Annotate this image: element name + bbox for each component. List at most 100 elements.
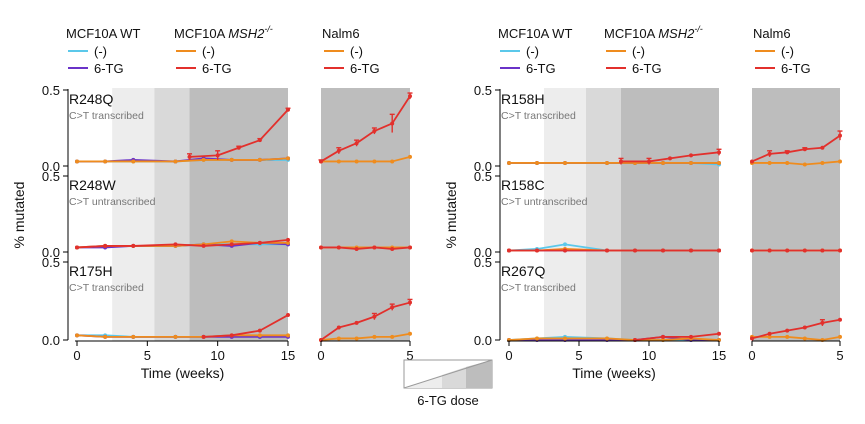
- nalm6-data-point-msh2_6tg: [785, 248, 790, 253]
- mcf10a-data-point-msh2_6tg: [286, 237, 290, 242]
- mcf10a-data-point-msh2_6tg: [717, 248, 721, 253]
- panel-title: R175H: [69, 263, 113, 279]
- nalm6-series-msh2_ctrl: [321, 156, 411, 163]
- x-tick-label: 0: [505, 348, 512, 363]
- mcf10a-data-point-msh2_ctrl: [131, 159, 136, 164]
- nalm6-data-point-msh2_6tg: [372, 245, 377, 250]
- legend-item-label: 6-TG: [781, 61, 811, 76]
- mcf10a-data-point-msh2_6tg: [633, 248, 637, 253]
- panel-title: R248Q: [69, 91, 113, 107]
- nalm6-data-point-msh2_ctrl: [767, 334, 772, 339]
- nalm6-series-msh2_6tg: [320, 301, 411, 341]
- nalm6-series-msh2_6tg: [320, 95, 411, 163]
- dose-shading-period-1: [112, 88, 155, 341]
- x-axis-label: Time (weeks): [141, 365, 225, 381]
- mcf10a-data-point-msh2_ctrl: [286, 333, 290, 338]
- nalm6-data-point-msh2_6tg: [820, 320, 825, 325]
- panel-title: R158H: [501, 91, 545, 107]
- mcf10a-data-point-msh2_ctrl: [173, 159, 178, 164]
- nalm6-series-msh2_ctrl: [752, 335, 841, 341]
- mcf10a-data-point-msh2_ctrl: [605, 336, 609, 341]
- x-tick-label: 5: [144, 348, 151, 363]
- nalm6-data-point-msh2_ctrl: [354, 336, 359, 341]
- mcf10a-data-point-msh2_6tg: [201, 334, 206, 339]
- mcf10a-data-point-msh2_ctrl: [173, 334, 178, 339]
- nalm6-data-point-msh2_6tg: [785, 328, 790, 333]
- nalm6-series-msh2_6tg: [751, 318, 841, 340]
- legend-item-label: (-): [632, 44, 645, 59]
- mcf10a-data-point-msh2_6tg: [257, 328, 262, 333]
- y-tick-label: 0.0: [42, 333, 60, 348]
- nalm6-data-point-msh2_ctrl: [767, 160, 772, 165]
- nalm6-data-point-msh2_6tg: [319, 159, 323, 164]
- panel-subtitle: C>T untranscribed: [69, 196, 156, 208]
- mcf10a-series-msh2_6tg: [634, 332, 720, 341]
- y-tick-label: 0.5: [42, 83, 60, 98]
- mcf10a-data-point-msh2_ctrl: [605, 160, 609, 165]
- mcf10a-data-point-msh2_ctrl: [661, 160, 665, 165]
- mcf10a-data-point-msh2_6tg: [563, 248, 567, 253]
- nalm6-series-msh2_ctrl: [752, 160, 841, 166]
- legend-group-title: MCF10A WT: [66, 26, 140, 41]
- legend-item-label: 6-TG: [202, 61, 232, 76]
- mcf10a-data-point-msh2_6tg: [619, 159, 623, 164]
- nalm6-data-point-msh2_6tg: [750, 248, 754, 253]
- legend-item-label: (-): [350, 44, 363, 59]
- dose-shading-period-1: [544, 88, 586, 341]
- nalm6-data-point-msh2_6tg: [390, 246, 395, 251]
- y-tick-label: 0.5: [474, 255, 492, 270]
- nalm6-series-msh2_ctrl: [320, 332, 411, 341]
- mcf10a-series-msh2_6tg: [76, 238, 289, 249]
- x-tick-label: 10: [642, 348, 656, 363]
- mcf10a-data-point-msh2_ctrl: [507, 160, 511, 165]
- mcf10a-data-point-msh2_6tg: [717, 331, 721, 336]
- chart-left: MCF10A WT (-) 6-TG MCF10A MSH2-/- (-) 6-TG Nal…: [11, 24, 414, 381]
- mcf10a-data-point-msh2_6tg: [201, 243, 206, 248]
- mcf10a-series-msh2_6tg: [203, 314, 289, 338]
- y-tick-label: 0.0: [42, 159, 60, 174]
- nalm6-data-point-msh2_ctrl: [785, 160, 790, 165]
- nalm6-data-point-msh2_ctrl: [372, 334, 377, 339]
- x-tick-label: 5: [406, 348, 413, 363]
- mcf10a-data-point-msh2_ctrl: [257, 157, 262, 162]
- y-axis-label: % mutated: [11, 182, 27, 249]
- dose-shading-period-3: [621, 88, 719, 341]
- mcf10a-data-point-msh2_ctrl: [717, 160, 721, 165]
- y-tick-label: 0.5: [474, 169, 492, 184]
- dose-wedge-dark: [466, 360, 492, 388]
- mcf10a-data-point-msh2_ctrl: [131, 334, 136, 339]
- nalm6-shading: [752, 88, 840, 341]
- legend-group-title: MCF10A WT: [498, 26, 572, 41]
- mcf10a-data-point-msh2_6tg: [215, 153, 220, 158]
- y-axis-label: % mutated: [443, 182, 459, 249]
- y-tick-label: 0.5: [42, 169, 60, 184]
- mcf10a-data-point-msh2_6tg: [507, 248, 511, 253]
- nalm6-data-point-msh2_6tg: [802, 147, 807, 152]
- nalm6-data-point-msh2_ctrl: [838, 334, 842, 339]
- nalm6-series-msh2_6tg: [321, 246, 411, 250]
- panel-subtitle: C>T transcribed: [69, 110, 144, 122]
- mcf10a-data-point-msh2_ctrl: [75, 159, 79, 164]
- mcf10a-series-msh2_ctrl: [76, 334, 288, 338]
- dose-shading-period-3: [189, 88, 288, 341]
- legend-group-title: MCF10A MSH2-/-: [604, 24, 703, 41]
- mcf10a-data-point-msh2_6tg: [717, 150, 721, 155]
- nalm6-data-point-msh2_ctrl: [336, 159, 341, 164]
- y-tick-label: 0.0: [474, 159, 492, 174]
- nalm6-data-point-msh2_6tg: [820, 145, 825, 150]
- mcf10a-data-point-msh2_ctrl: [535, 160, 539, 165]
- legend-item-label: 6-TG: [94, 61, 124, 76]
- legend-group-name: Nalm6: [322, 26, 360, 41]
- nalm6-data-point-msh2_6tg: [802, 248, 807, 253]
- mcf10a-data-point-msh2_6tg: [689, 248, 693, 253]
- nalm6-data-point-msh2_6tg: [750, 159, 754, 164]
- panel-title: R158C: [501, 177, 545, 193]
- mcf10a-data-point-msh2_6tg: [187, 154, 192, 159]
- mcf10a-data-point-msh2_6tg: [236, 145, 241, 150]
- chart-right: MCF10A WT (-) 6-TG MCF10A MSH2-/- (-) 6-TG Nal…: [443, 24, 844, 381]
- panel-title: R267Q: [501, 263, 545, 279]
- legend-item-label: 6-TG: [526, 61, 556, 76]
- nalm6-data-point-msh2_6tg: [336, 148, 341, 153]
- dose-label: 6-TG dose: [417, 393, 478, 408]
- mcf10a-data-point-msh2_ctrl: [689, 160, 693, 165]
